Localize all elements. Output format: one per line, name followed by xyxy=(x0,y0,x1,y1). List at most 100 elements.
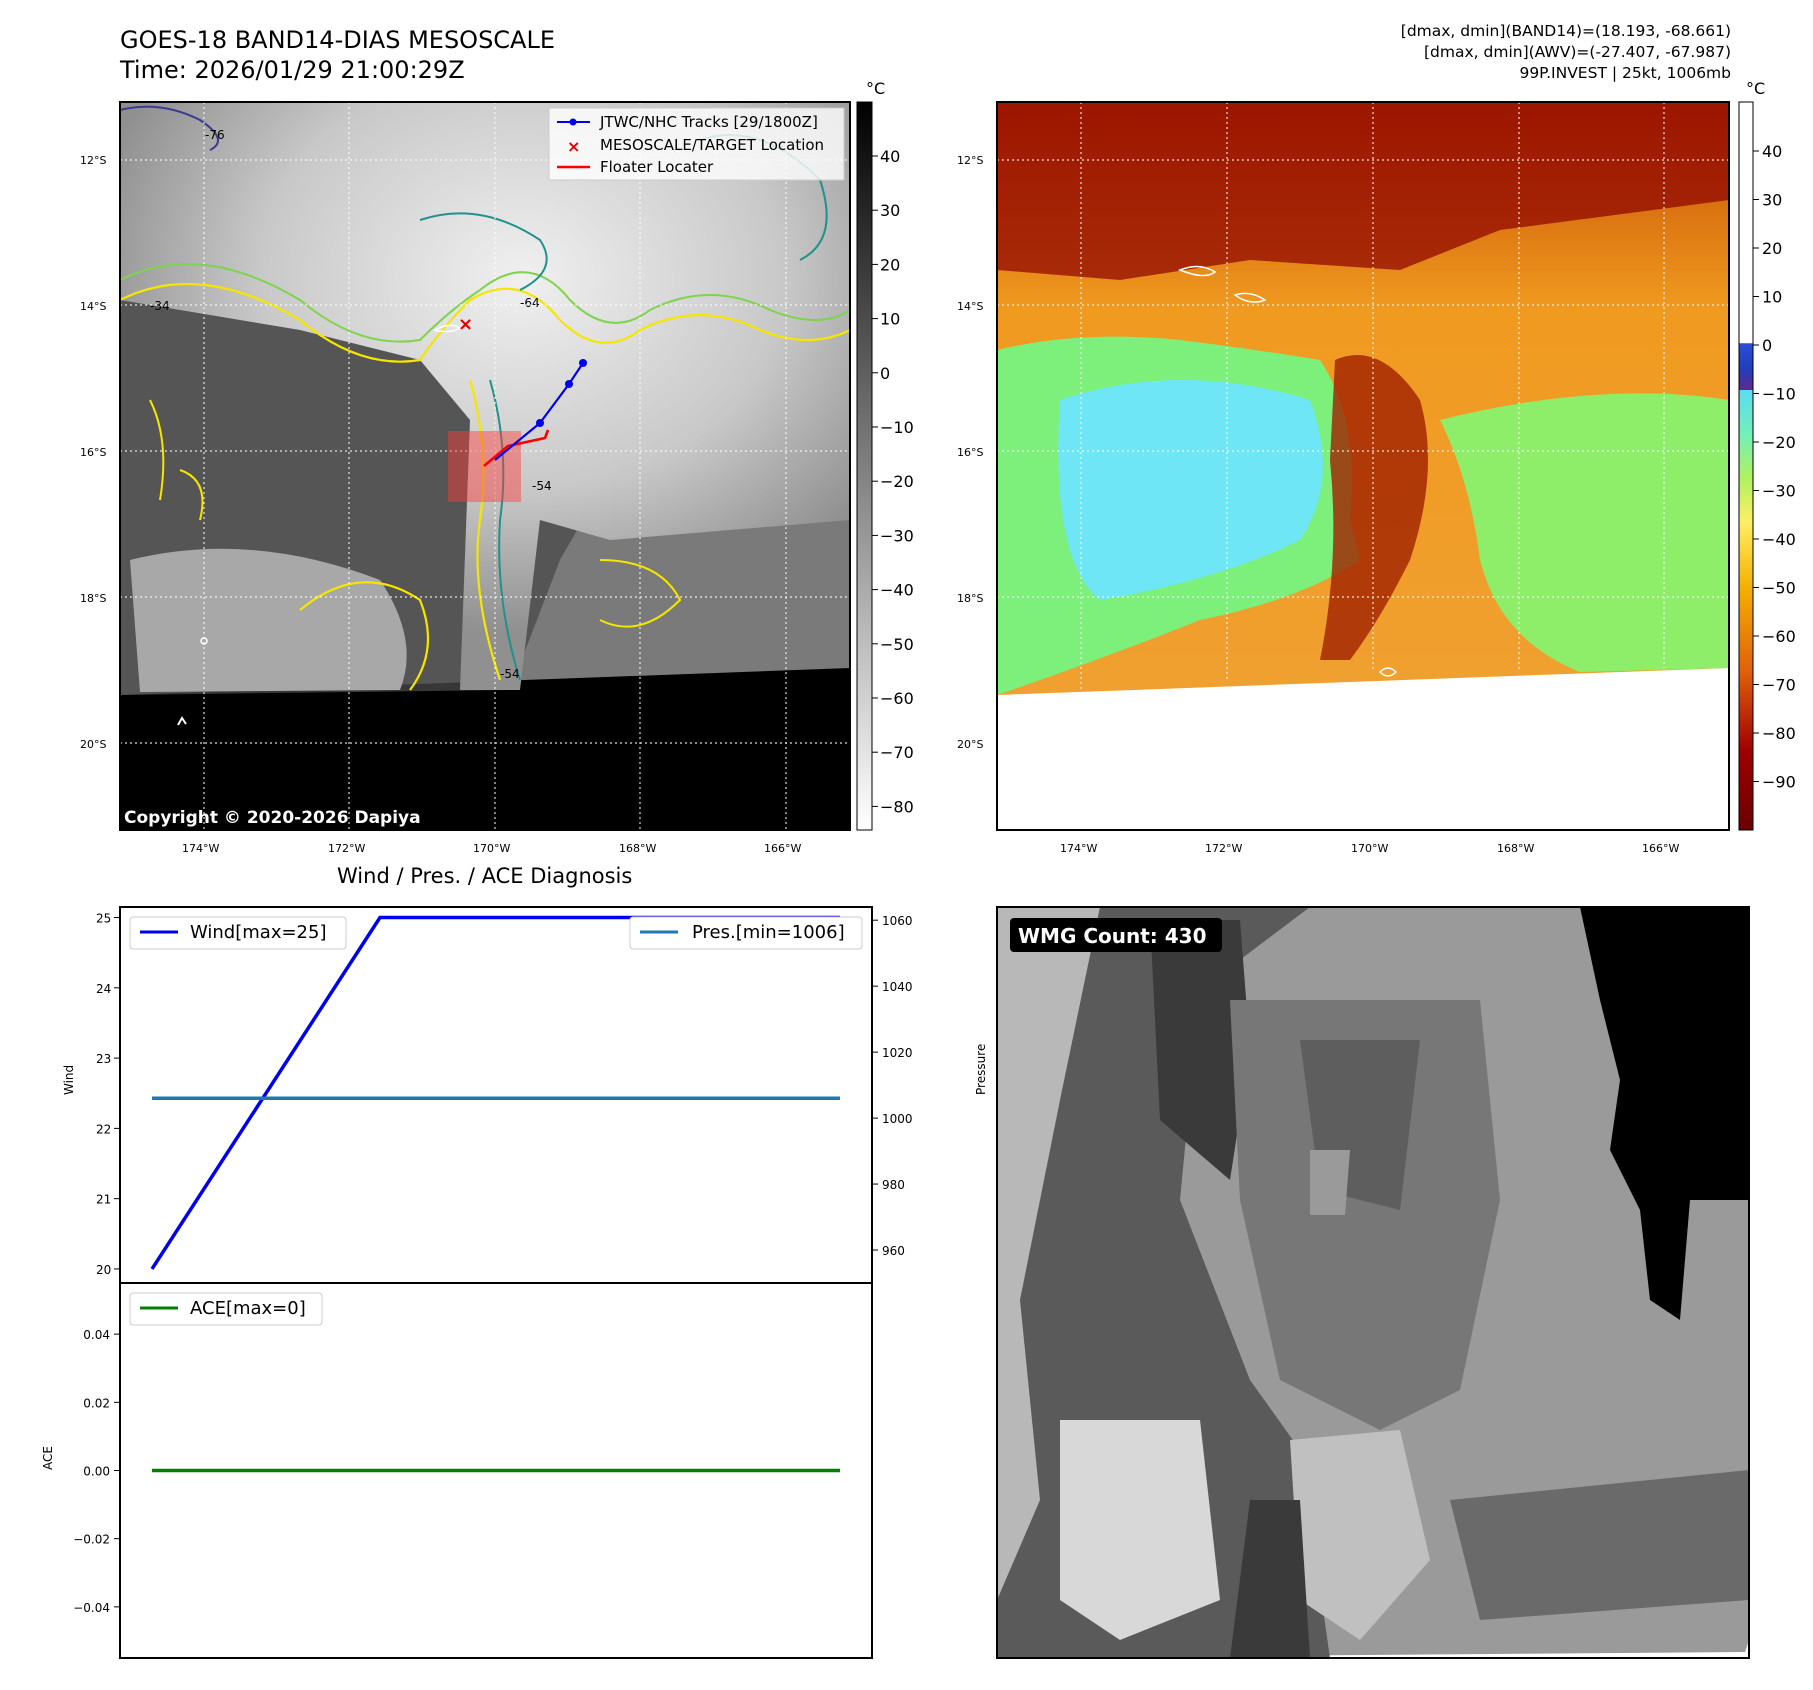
diagnosis-ticks: 25 24 23 22 21 20 1060 1040 1020 1000 980 960 0.04 0.… xyxy=(73,912,912,1615)
legend-floater: Floater Locater xyxy=(600,158,714,176)
lon-tick: 172°W xyxy=(1205,842,1242,855)
lon-tick: 174°W xyxy=(1060,842,1097,855)
ace-tick: −0.02 xyxy=(73,1533,110,1547)
lat-tick: 16°S xyxy=(957,446,983,459)
ir-cloud-region xyxy=(120,102,850,690)
ir-colorbar-tick: 20 xyxy=(880,255,900,274)
contour-label: -64 xyxy=(520,296,540,310)
tick-labels: 12°S 14°S 16°S 18°S 20°S 174°W 172°W 170… xyxy=(80,154,1679,855)
wind-tick: 24 xyxy=(96,982,111,996)
ir-colorbar-tick: −40 xyxy=(880,581,914,600)
awv-colorbar-tick: −50 xyxy=(1762,579,1796,598)
ir-colorbar-tick: −60 xyxy=(880,689,914,708)
info-awv: [dmax, dmin](AWV)=(-27.407, -67.987) xyxy=(1424,43,1731,61)
jtwc-track xyxy=(494,362,584,461)
ace-tick: 0.04 xyxy=(83,1328,110,1342)
pressure-legend-label: Pres.[min=1006] xyxy=(692,922,845,943)
wind-tick: 25 xyxy=(96,912,111,926)
lat-tick: 12°S xyxy=(957,154,983,167)
ir-colorbar-tick: 0 xyxy=(880,364,890,383)
ir-colorbar: °C xyxy=(856,79,885,831)
ir-colorbar-unit: °C xyxy=(866,79,885,98)
pressure-tick: 960 xyxy=(882,1244,905,1258)
lat-tick: 20°S xyxy=(80,738,106,751)
awv-colorbar-tick: −70 xyxy=(1762,676,1796,695)
awv-dry-tongue xyxy=(1320,355,1428,660)
svg-text:×: × xyxy=(567,137,580,156)
awv-colorbar-unit: °C xyxy=(1746,79,1765,98)
ace-tick: 0.00 xyxy=(83,1465,110,1479)
jtwc-track-point xyxy=(536,419,544,427)
lat-tick: 16°S xyxy=(80,446,106,459)
ir-colorbar-tick: 30 xyxy=(880,201,900,220)
awv-colorbar-tick: 0 xyxy=(1762,336,1772,355)
pressure-tick: 980 xyxy=(882,1178,905,1192)
ir-gridlines xyxy=(120,102,850,830)
island-outline xyxy=(432,324,462,333)
diagnosis-title: Wind / Pres. / ACE Diagnosis xyxy=(337,864,633,888)
ir-colorbar-tick: −50 xyxy=(880,635,914,654)
wind-tick: 21 xyxy=(96,1193,111,1207)
lat-tick: 14°S xyxy=(80,300,106,313)
pressure-tick: 1020 xyxy=(882,1046,913,1060)
contour-label: -54 xyxy=(500,667,520,681)
awv-colorbar-tick: −10 xyxy=(1762,385,1796,404)
pressure-legend: Pres.[min=1006] xyxy=(629,916,863,950)
awv-colorbar-tick: 30 xyxy=(1762,191,1782,210)
wind-tick: 23 xyxy=(96,1052,111,1066)
awv-colorbar-tick: 10 xyxy=(1762,288,1782,307)
ace-legend: ACE[max=0] xyxy=(129,1292,323,1326)
wmg-black-region xyxy=(1580,907,1749,1320)
wind-tick: 20 xyxy=(96,1263,111,1277)
awv-dry-region-north xyxy=(997,102,1729,280)
wmg-dark-cell xyxy=(1150,920,1250,1180)
awv-very-moist-region xyxy=(1058,380,1323,600)
main-title: GOES-18 BAND14-DIAS MESOSCALE xyxy=(120,26,556,54)
ace-axis-label: ACE xyxy=(41,1446,55,1470)
copyright: Copyright © 2020-2026 Dapiya xyxy=(124,808,421,828)
lon-tick: 166°W xyxy=(1642,842,1679,855)
ir-colorbar-tick: −20 xyxy=(880,472,914,491)
ir-colorbar-tick: −30 xyxy=(880,526,914,545)
lon-tick: 174°W xyxy=(182,842,219,855)
ir-colorbar-tick: 40 xyxy=(880,147,900,166)
wind-tick: 22 xyxy=(96,1122,111,1136)
lat-tick: 20°S xyxy=(957,738,983,751)
map-legend: JTWC/NHC Tracks [29/1800Z] × MESOSCALE/T… xyxy=(548,107,845,181)
ir-colorbar-tick: −70 xyxy=(880,743,914,762)
ir-map-panel: -76 -64 -54 -34 -54 -54 × xyxy=(119,101,851,831)
awv-colorbar-tick: −60 xyxy=(1762,627,1796,646)
wind-legend: Wind[max=25] xyxy=(129,916,347,950)
wmg-panel: WMG Count: 430 xyxy=(996,906,1750,1659)
awv-colorbar-tick: −20 xyxy=(1762,433,1796,452)
awv-gridlines xyxy=(997,102,1729,695)
awv-colorbar-tick: 40 xyxy=(1762,142,1782,161)
contour-label: -76 xyxy=(205,128,225,142)
awv-colorbar-tick: −30 xyxy=(1762,482,1796,501)
island-outline xyxy=(1177,265,1267,303)
lat-tick: 18°S xyxy=(957,592,983,605)
info-band14: [dmax, dmin](BAND14)=(18.193, -68.661) xyxy=(1400,22,1731,40)
awv-colorbar-tick: −40 xyxy=(1762,530,1796,549)
legend-tracks: JTWC/NHC Tracks [29/1800Z] xyxy=(599,113,818,131)
lon-tick: 170°W xyxy=(1351,842,1388,855)
island-outline xyxy=(1378,667,1398,677)
awv-colorbar-tick: −90 xyxy=(1762,773,1796,792)
ace-tick: −0.04 xyxy=(73,1601,110,1615)
lon-tick: 172°W xyxy=(328,842,365,855)
ace-tick: 0.02 xyxy=(83,1396,110,1410)
awv-colorbar-tick: 20 xyxy=(1762,239,1782,258)
lon-tick: 170°W xyxy=(473,842,510,855)
wmg-light-west xyxy=(997,907,1100,1600)
ir-colorbar-tick: 10 xyxy=(880,310,900,329)
contour-label: -54 xyxy=(532,479,552,493)
jtwc-track-point xyxy=(565,380,573,388)
diagnosis-panel: Wind Pressure ACE Wind[max=25] Pres.[min… xyxy=(41,906,988,1659)
wmg-count: WMG Count: 430 xyxy=(1018,924,1207,948)
pressure-axis-label: Pressure xyxy=(974,1044,988,1095)
info-storm: 99P.INVEST | 25kt, 1006mb xyxy=(1519,64,1731,82)
contour-label: -34 xyxy=(150,299,170,313)
wind-axis-label: Wind xyxy=(62,1065,76,1095)
lat-tick: 12°S xyxy=(80,154,106,167)
